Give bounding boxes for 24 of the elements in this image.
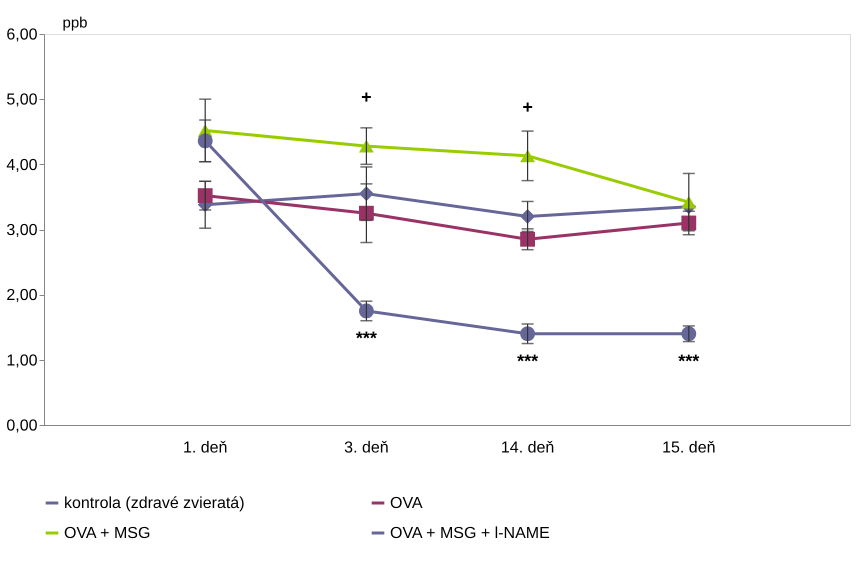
legend-label: OVA	[390, 495, 423, 512]
legend-label: OVA + MSG + l-NAME	[390, 525, 550, 542]
point	[520, 232, 536, 247]
annotation: ***	[678, 350, 700, 371]
y-axis-title: ppb	[62, 14, 88, 32]
y-tick-label: 5,00	[6, 92, 38, 109]
point	[358, 304, 374, 318]
x-tick-label: 3. deň	[344, 440, 389, 456]
annotation: ***	[356, 328, 377, 348]
y-tick-label: 0,00	[6, 418, 38, 434]
x-tick-label: 15. deň	[662, 440, 716, 456]
y-tick-label: 3,00	[6, 222, 38, 239]
x-tick-label: 1. deň	[182, 440, 228, 456]
annotation: +	[522, 96, 533, 117]
annotation: ***	[517, 350, 538, 371]
point	[520, 326, 536, 342]
y-tick-label: 2,00	[6, 287, 38, 304]
y-tick-label: 1,00	[6, 352, 38, 370]
annotation: +	[361, 87, 372, 108]
y-tick-label: 6,00	[6, 26, 38, 44]
legend-label: OVA + MSG	[64, 525, 150, 542]
legend-label: kontrola (zdravé zvieratá)	[64, 495, 245, 512]
x-tick-label: 14. deň	[500, 440, 554, 456]
y-tick-label: 4,00	[6, 156, 38, 174]
